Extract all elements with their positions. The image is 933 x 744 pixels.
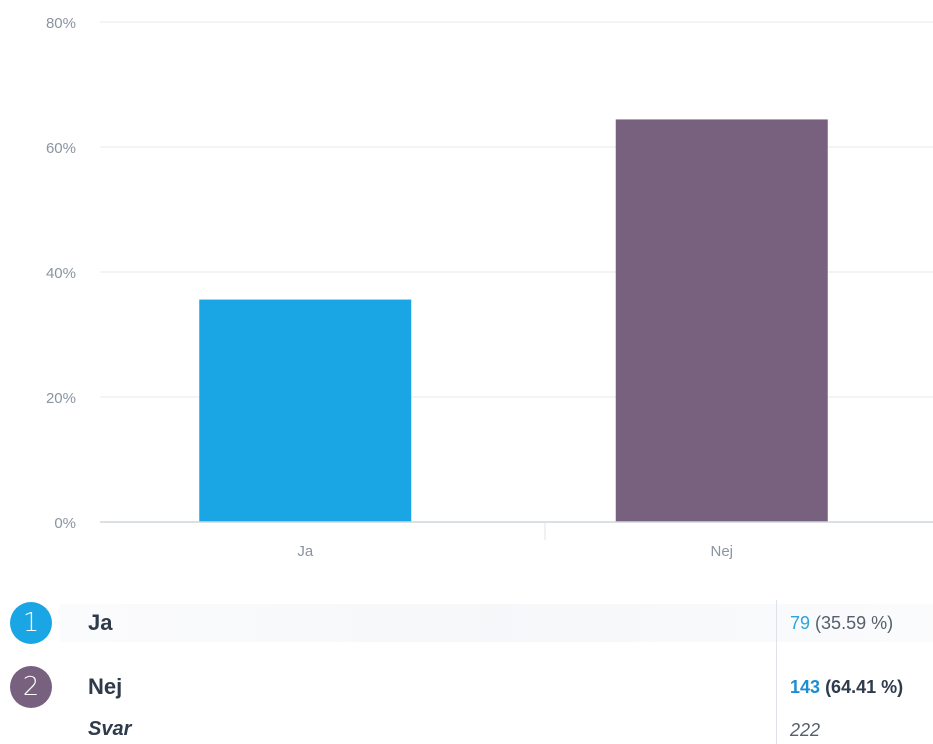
legend-row-ja: 1 Ja 79 (35.59 %) bbox=[0, 600, 933, 646]
bar-nej bbox=[615, 119, 828, 522]
x-axis-ticks: Ja Nej bbox=[297, 543, 733, 560]
legend-row-nej: 2 Nej 143 (64.41 %) bbox=[0, 664, 933, 710]
legend-row-total: Svar 222 bbox=[0, 710, 933, 744]
legend-count-ja: 79 bbox=[790, 613, 811, 633]
x-tick-label-ja: Ja bbox=[297, 543, 314, 560]
legend-percent-ja: (35.59 %) bbox=[815, 613, 894, 633]
y-tick-label: 40% bbox=[46, 265, 76, 282]
legend-table: 1 Ja 79 (35.59 %) 2 Nej 143 (64.41 %) Sv… bbox=[0, 596, 933, 744]
y-tick-label: 0% bbox=[54, 515, 76, 532]
y-tick-label: 80% bbox=[46, 15, 76, 32]
y-axis-ticks: 0% 20% 40% 60% 80% bbox=[46, 15, 76, 532]
total-value: 222 bbox=[790, 720, 821, 740]
y-tick-label: 60% bbox=[46, 140, 76, 157]
legend-count-nej: 143 bbox=[790, 677, 821, 697]
x-tick-label-nej: Nej bbox=[710, 543, 733, 560]
bar-chart: 0% 20% 40% 60% 80% Ja Nej bbox=[46, 15, 933, 560]
total-label: Svar bbox=[88, 718, 132, 740]
legend-badge-2: 2 bbox=[10, 666, 52, 708]
legend-label-ja: Ja bbox=[88, 610, 113, 635]
legend-percent-nej: (64.41 %) bbox=[825, 677, 904, 697]
legend-value-ja: 79 (35.59 %) bbox=[790, 613, 893, 634]
y-tick-label: 20% bbox=[46, 390, 76, 407]
bars bbox=[199, 119, 828, 522]
bar-ja bbox=[199, 299, 412, 522]
legend-divider bbox=[776, 600, 777, 744]
legend-badge-1: 1 bbox=[10, 602, 52, 644]
legend-label-nej: Nej bbox=[88, 674, 123, 699]
legend-value-nej: 143 (64.41 %) bbox=[790, 677, 903, 698]
row-background bbox=[60, 604, 933, 642]
